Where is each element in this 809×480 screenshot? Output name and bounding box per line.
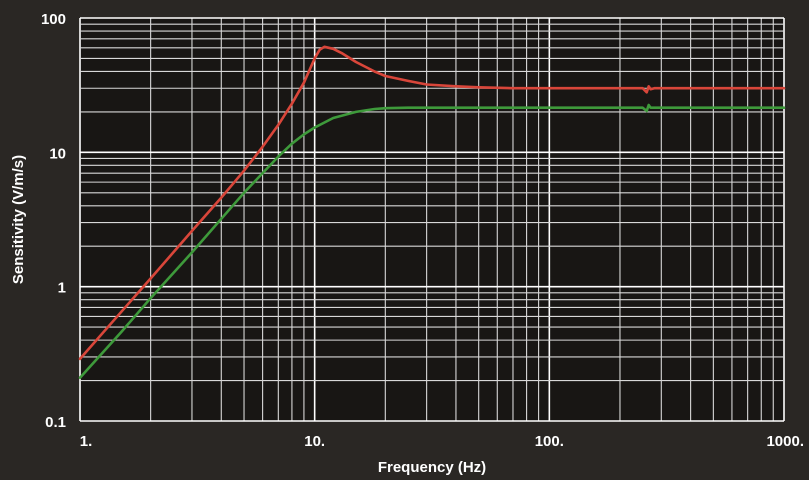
y-tick-label: 0.1 xyxy=(45,414,66,431)
y-tick-label: 10 xyxy=(49,145,66,162)
y-tick-label: 1 xyxy=(58,280,66,297)
x-tick-label: 1. xyxy=(80,433,93,450)
tick-labels: 1. 10. 100. 1000. 0.1 1 10 100 xyxy=(41,11,804,450)
series-group xyxy=(78,45,786,380)
x-tick-label: 10. xyxy=(304,433,325,450)
y-tick-label: 100 xyxy=(41,11,66,28)
plot-area xyxy=(80,18,784,421)
series-line-2 xyxy=(78,103,786,380)
x-tick-label: 100. xyxy=(535,433,564,450)
series-line-1 xyxy=(78,45,786,361)
x-axis-label: Frequency (Hz) xyxy=(378,459,486,476)
y-axis-label: Sensitivity (V/m/s) xyxy=(10,155,27,284)
x-tick-label: 1000. xyxy=(766,433,804,450)
